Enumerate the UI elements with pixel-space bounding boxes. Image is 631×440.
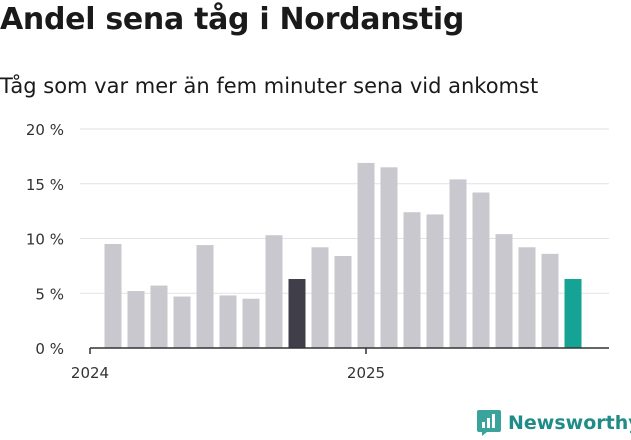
brand-logo: Newsworthy — [476, 406, 631, 440]
bar — [426, 214, 444, 348]
bar — [449, 179, 467, 348]
chart-title: Andel sena tåg i Nordanstig — [0, 2, 465, 37]
brand-name: Newsworthy — [508, 412, 631, 434]
bar — [150, 285, 168, 348]
bar — [127, 291, 145, 348]
y-tick-label: 5 % — [35, 285, 64, 303]
y-tick-label: 20 % — [26, 121, 64, 139]
bar — [173, 296, 191, 348]
y-tick-label: 15 % — [26, 176, 64, 194]
bar — [265, 235, 283, 348]
bar — [288, 279, 306, 348]
bar — [104, 243, 122, 348]
bar — [495, 234, 513, 348]
bar — [196, 245, 214, 348]
bar — [518, 247, 536, 348]
x-tick-label: 2024 — [71, 364, 109, 382]
x-tick-label: 2025 — [347, 364, 385, 382]
bar — [357, 162, 375, 348]
bar — [219, 295, 237, 348]
newsworthy-logo-icon — [477, 410, 501, 436]
bar — [242, 298, 260, 348]
bar — [541, 253, 559, 348]
y-tick-label: 10 % — [26, 231, 64, 249]
bar — [334, 256, 352, 348]
bar — [380, 167, 398, 348]
bar — [311, 247, 329, 348]
bar — [403, 212, 421, 348]
y-tick-label: 0 % — [35, 340, 64, 358]
bar — [564, 279, 582, 348]
bar — [472, 192, 490, 348]
chart-subtitle: Tåg som var mer än fem minuter sena vid … — [0, 74, 539, 98]
